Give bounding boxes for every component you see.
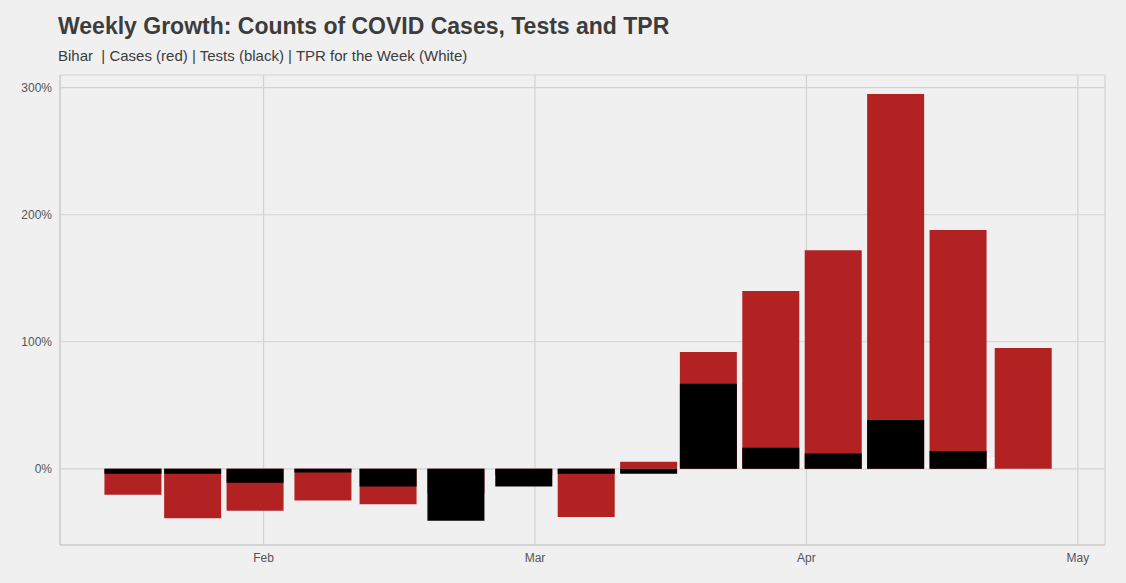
html-text:Bihar | Cases (red) | Tests (b: Bihar | Cases (red) | Tests (black) | TP… [58, 47, 468, 64]
svg-text:May: May [1067, 551, 1090, 565]
svg-text:300%: 300% [21, 81, 52, 95]
svg-text:200%: 200% [21, 208, 52, 222]
html-text:Weekly Growth: Counts of COVID: Weekly Growth: Counts of COVID Cases, Te… [58, 13, 670, 39]
svg-text:Feb: Feb [253, 551, 274, 565]
svg-text:Mar: Mar [525, 551, 546, 565]
svg-text:0%: 0% [35, 462, 53, 476]
svg-text:Apr: Apr [797, 551, 816, 565]
svg-text:100%: 100% [21, 335, 52, 349]
